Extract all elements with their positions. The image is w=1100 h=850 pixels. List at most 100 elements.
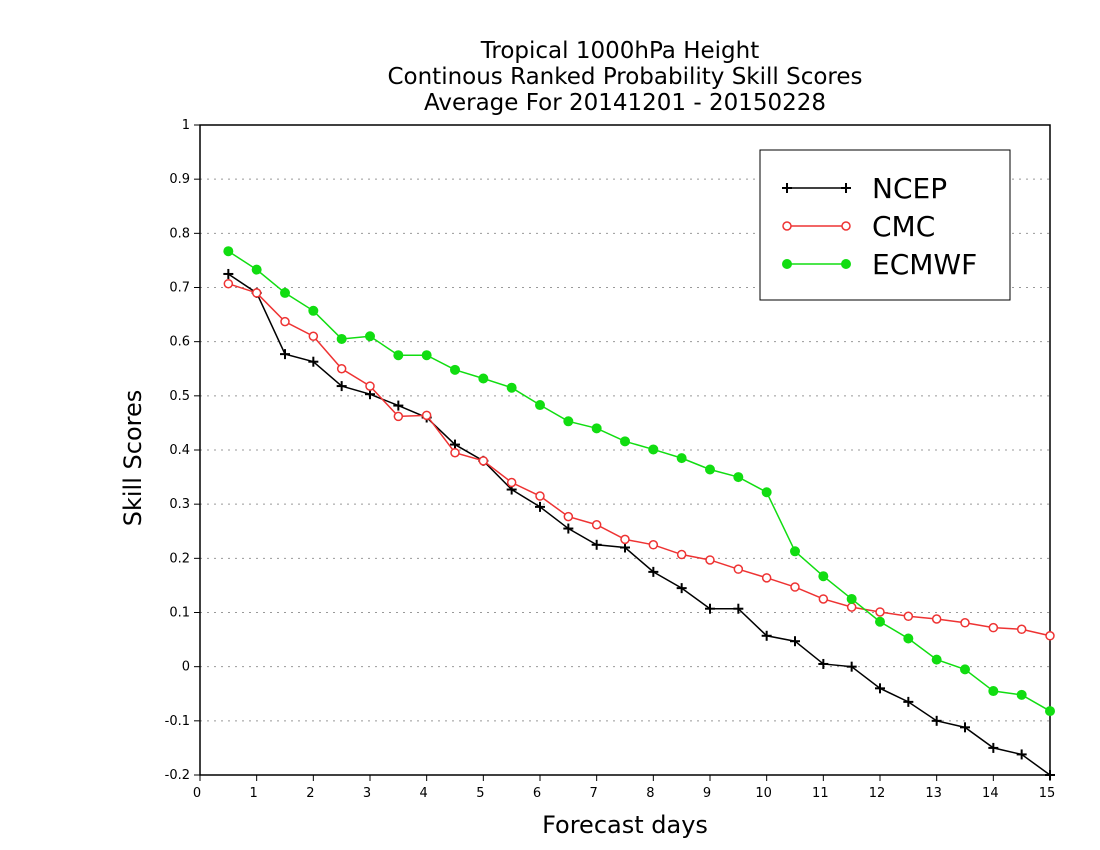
data-point-ecmwf	[676, 453, 687, 464]
y-tick-label: 0.2	[169, 551, 190, 566]
y-tick-label: 0.3	[169, 497, 190, 512]
data-point-ncep	[931, 715, 942, 726]
data-point-ncep	[563, 523, 574, 534]
data-point-ecmwf	[1016, 689, 1027, 700]
data-point-ncep	[620, 542, 630, 553]
data-point-cmc	[506, 477, 517, 488]
data-point-ecmwf	[931, 654, 942, 665]
data-point-ncep	[676, 583, 687, 594]
data-point-cmc	[620, 534, 630, 545]
data-point-ecmwf	[960, 664, 970, 675]
data-point-cmc	[818, 594, 829, 604]
data-point-cmc	[563, 511, 574, 522]
data-point-ncep	[705, 603, 715, 614]
legend-marker-ecmwf	[841, 259, 851, 269]
x-tick-label: 10	[755, 786, 772, 801]
x-tick-label: 12	[869, 786, 886, 801]
data-point-ecmwf	[478, 373, 489, 384]
data-point-ncep	[365, 389, 375, 400]
x-tick-label: 14	[982, 786, 999, 801]
legend-entry-ncep: NCEP	[782, 172, 947, 205]
data-point-ecmwf	[223, 246, 234, 257]
data-point-ecmwf	[875, 616, 885, 627]
data-point-ecmwf	[790, 546, 800, 557]
data-point-cmc	[790, 582, 800, 592]
data-point-ncep	[733, 603, 744, 614]
data-point-ecmwf	[1045, 706, 1055, 717]
legend-entry-ecmwf: ECMWF	[782, 248, 977, 281]
y-tick-label: 0.9	[169, 172, 190, 187]
legend-marker-cmc	[782, 221, 792, 231]
data-point-ecmwf	[393, 350, 404, 361]
y-tick-label: 0.5	[169, 389, 190, 404]
data-point-cmc	[251, 288, 262, 298]
data-point-ecmwf	[336, 333, 347, 344]
data-point-ncep	[591, 539, 602, 550]
legend-label-ncep: NCEP	[872, 172, 947, 205]
data-point-ncep	[875, 683, 885, 694]
data-point-ecmwf	[705, 464, 715, 475]
data-point-ncep	[393, 400, 404, 411]
series-lines	[223, 246, 1055, 780]
data-point-ecmwf	[535, 400, 545, 411]
series-ecmwf	[223, 246, 1055, 717]
data-point-cmc	[280, 316, 290, 327]
x-tick-label: 1	[250, 786, 258, 801]
series-line-ecmwf	[227, 250, 1051, 712]
data-point-ecmwf	[988, 686, 999, 697]
data-point-ecmwf	[818, 571, 829, 582]
y-axis-title: Skill Scores	[119, 390, 147, 527]
data-point-ncep	[280, 349, 290, 360]
legend-marker-ncep	[841, 183, 851, 193]
data-point-ncep	[988, 742, 999, 753]
data-point-ncep	[1016, 749, 1027, 760]
data-point-ncep	[761, 630, 772, 641]
data-point-cmc	[875, 607, 885, 617]
data-point-cmc	[960, 618, 970, 628]
data-point-ncep	[535, 501, 545, 512]
legend-entry-cmc: CMC	[782, 210, 935, 243]
y-tick-label: -0.1	[165, 714, 190, 729]
data-point-cmc	[1016, 624, 1027, 635]
data-point-cmc	[761, 573, 772, 583]
x-tick-label: 6	[533, 786, 541, 801]
data-point-cmc	[676, 549, 687, 560]
data-point-ecmwf	[365, 331, 375, 342]
y-tick-label: 0	[182, 660, 190, 675]
data-point-ncep	[223, 268, 234, 279]
data-point-ecmwf	[251, 264, 262, 275]
chart-title-line-2: Continous Ranked Probability Skill Score…	[387, 64, 862, 90]
data-point-cmc	[705, 555, 715, 565]
legend-label-cmc: CMC	[872, 210, 935, 243]
data-point-cmc	[308, 331, 319, 341]
data-point-ncep	[790, 636, 800, 647]
y-tick-label: 0.1	[169, 606, 190, 621]
legend-box	[759, 149, 1011, 301]
data-point-ecmwf	[761, 487, 772, 498]
x-tick-label: 4	[420, 786, 428, 801]
x-tick-label: 9	[703, 786, 711, 801]
data-point-cmc	[733, 564, 744, 574]
data-point-cmc	[365, 381, 375, 391]
legend: NCEP CMC ECMWF	[759, 149, 1011, 301]
data-point-cmc	[903, 611, 914, 622]
data-point-cmc	[846, 602, 857, 612]
x-tick-label: 3	[363, 786, 371, 801]
data-point-ecmwf	[308, 305, 319, 316]
data-point-ecmwf	[846, 593, 857, 604]
series-line-ncep	[227, 273, 1051, 776]
chart-title-line-1: Tropical 1000hPa Height	[480, 38, 760, 64]
x-axis-title: Forecast days	[542, 811, 708, 839]
y-tick-label: 0.7	[169, 281, 190, 296]
x-tick-label: 7	[590, 786, 598, 801]
y-tick-label: 0.8	[169, 226, 190, 241]
data-point-cmc	[648, 540, 659, 550]
data-point-ecmwf	[591, 423, 602, 434]
data-point-cmc	[988, 622, 999, 633]
data-point-ecmwf	[506, 382, 517, 393]
y-tick-label: 1	[182, 118, 190, 133]
x-tick-label: 13	[925, 786, 942, 801]
data-point-ncep	[960, 722, 970, 733]
data-point-cmc	[591, 520, 602, 530]
